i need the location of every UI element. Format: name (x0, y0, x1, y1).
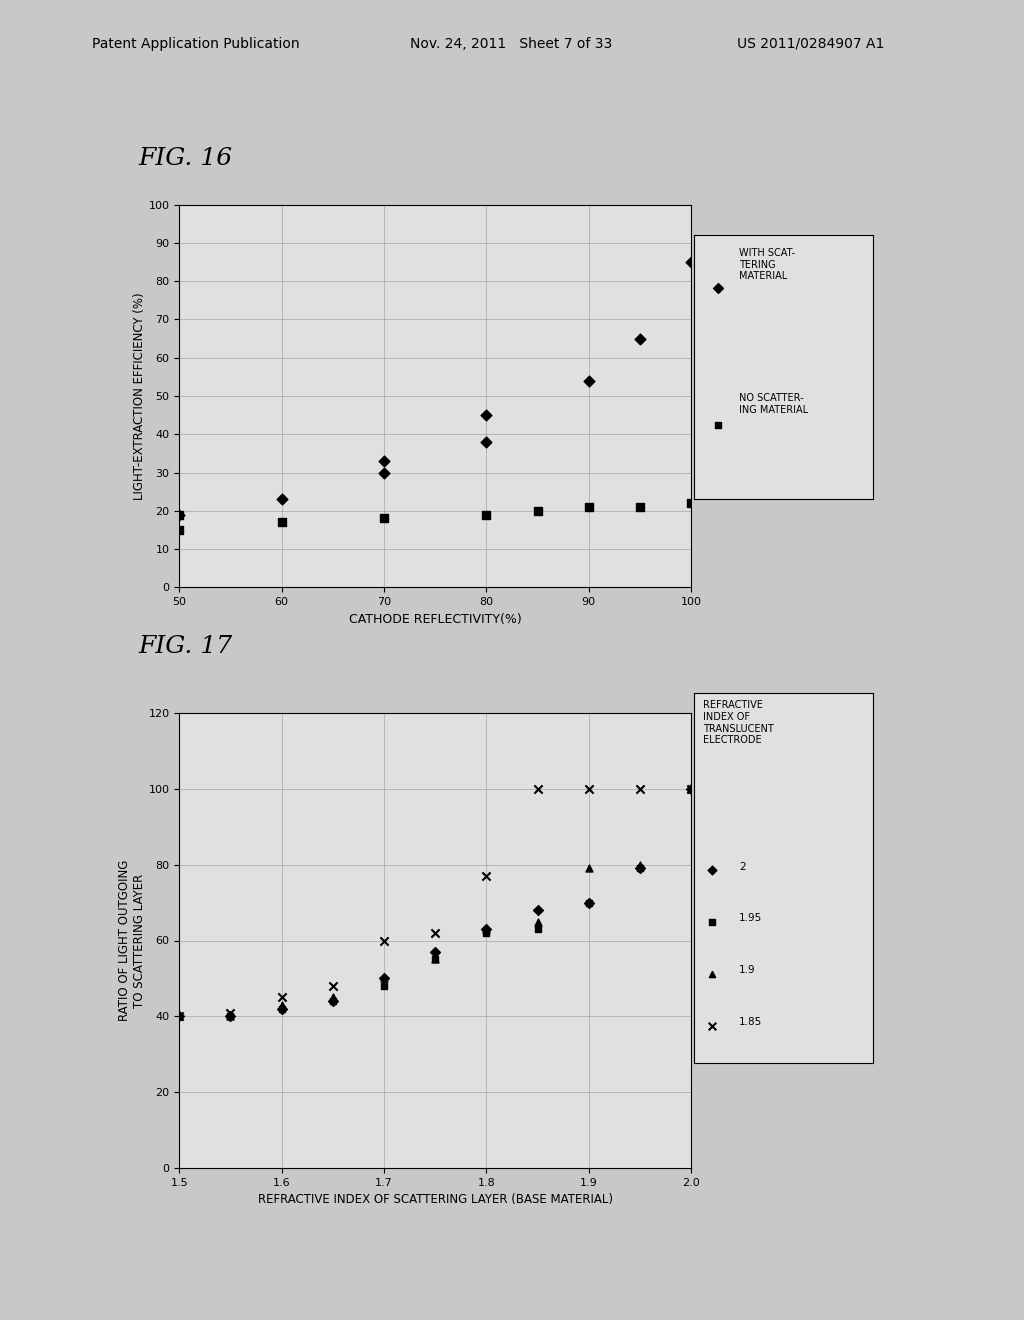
Point (939, 61, 955, 82)
Text: Nov. 24, 2011   Sheet 7 of 33: Nov. 24, 2011 Sheet 7 of 33 (410, 37, 612, 50)
Point (171, 504, 187, 525)
Point (581, 892, 597, 913)
Point (478, 923, 495, 944)
Point (376, 508, 392, 529)
Y-axis label: LIGHT-EXTRACTION EFFICIENCY (%): LIGHT-EXTRACTION EFFICIENCY (%) (133, 292, 145, 500)
Text: 1.9: 1.9 (739, 965, 756, 975)
Point (632, 858, 648, 879)
Text: REFRACTIVE
INDEX OF
TRANSLUCENT
ELECTRODE: REFRACTIVE INDEX OF TRANSLUCENT ELECTROD… (703, 701, 774, 746)
Point (171, 1006, 187, 1027)
Point (376, 462, 392, 483)
Point (171, 1006, 187, 1027)
Point (683, 779, 699, 800)
Text: WITH SCAT-
TERING
MATERIAL: WITH SCAT- TERING MATERIAL (739, 248, 796, 281)
Text: 2: 2 (739, 862, 745, 871)
Point (273, 987, 290, 1008)
Point (427, 949, 443, 970)
Point (273, 488, 290, 510)
Text: 1.95: 1.95 (739, 913, 762, 924)
Point (529, 779, 546, 800)
Text: FIG. 17: FIG. 17 (138, 635, 232, 659)
Point (478, 919, 495, 940)
Point (478, 432, 495, 453)
X-axis label: CATHODE REFLECTIVITY(%): CATHODE REFLECTIVITY(%) (349, 612, 521, 626)
Point (939, 531, 955, 552)
Point (376, 968, 392, 989)
Point (325, 975, 341, 997)
Point (171, 1006, 187, 1027)
X-axis label: REFRACTIVE INDEX OF SCATTERING LAYER (BASE MATERIAL): REFRACTIVE INDEX OF SCATTERING LAYER (BA… (258, 1193, 612, 1206)
Text: NO SCATTER-
ING MATERIAL: NO SCATTER- ING MATERIAL (739, 393, 808, 414)
Point (632, 854, 648, 875)
Point (376, 975, 392, 997)
Text: US 2011/0284907 A1: US 2011/0284907 A1 (737, 37, 885, 50)
Text: 1.85: 1.85 (739, 1016, 762, 1027)
Point (581, 892, 597, 913)
Point (581, 779, 597, 800)
Point (632, 779, 648, 800)
Point (273, 512, 290, 533)
Point (222, 1002, 239, 1023)
Point (683, 779, 699, 800)
Point (632, 329, 648, 350)
Point (529, 900, 546, 921)
Point (683, 492, 699, 513)
Point (222, 1006, 239, 1027)
Point (273, 998, 290, 1019)
Point (325, 987, 341, 1008)
Point (273, 998, 290, 1019)
Point (478, 504, 495, 525)
Point (478, 919, 495, 940)
Point (376, 929, 392, 950)
Point (427, 949, 443, 970)
Point (376, 968, 392, 989)
Text: FIG. 16: FIG. 16 (138, 147, 232, 170)
Point (427, 941, 443, 962)
Point (478, 405, 495, 426)
Point (683, 251, 699, 273)
Point (478, 866, 495, 887)
Point (683, 779, 699, 800)
Point (171, 504, 187, 525)
Point (325, 990, 341, 1011)
Point (222, 1006, 239, 1027)
Point (632, 858, 648, 879)
Point (273, 994, 290, 1015)
Point (683, 779, 699, 800)
Point (376, 450, 392, 471)
Point (171, 1006, 187, 1027)
Point (171, 519, 187, 541)
Point (529, 500, 546, 521)
Point (581, 496, 597, 517)
Point (325, 990, 341, 1011)
Point (581, 858, 597, 879)
Point (632, 496, 648, 517)
Y-axis label: RATIO OF LIGHT OUTGOING
TO SCATTERING LAYER: RATIO OF LIGHT OUTGOING TO SCATTERING LA… (118, 859, 145, 1022)
Point (427, 923, 443, 944)
Text: Patent Application Publication: Patent Application Publication (92, 37, 300, 50)
Point (529, 919, 546, 940)
Point (222, 1006, 239, 1027)
Point (529, 911, 546, 932)
Point (581, 370, 597, 391)
